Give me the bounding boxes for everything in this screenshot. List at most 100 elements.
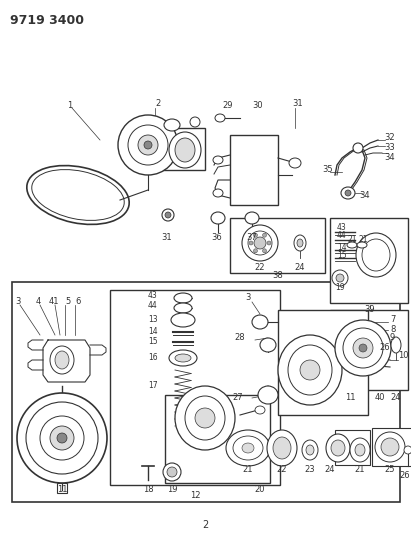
Text: 22: 22 <box>277 465 287 474</box>
Ellipse shape <box>391 337 401 353</box>
Ellipse shape <box>297 239 303 247</box>
Ellipse shape <box>169 350 197 366</box>
Ellipse shape <box>326 434 350 462</box>
Text: 23: 23 <box>305 465 315 474</box>
Ellipse shape <box>195 408 215 428</box>
Text: 33: 33 <box>385 142 395 151</box>
Ellipse shape <box>359 344 367 352</box>
Text: 22: 22 <box>255 263 265 272</box>
Text: 28: 28 <box>235 334 245 343</box>
Text: 41: 41 <box>49 297 59 306</box>
Ellipse shape <box>215 114 225 122</box>
Text: 21: 21 <box>347 236 357 245</box>
Ellipse shape <box>175 354 191 362</box>
Ellipse shape <box>332 270 348 286</box>
Ellipse shape <box>55 351 69 369</box>
Text: 10: 10 <box>398 351 409 359</box>
Ellipse shape <box>260 338 276 352</box>
Text: 31: 31 <box>162 233 172 243</box>
Text: 2: 2 <box>155 99 161 108</box>
Ellipse shape <box>50 426 74 450</box>
Bar <box>335 430 370 465</box>
Text: 27: 27 <box>233 393 243 402</box>
Ellipse shape <box>347 242 357 248</box>
Text: 34: 34 <box>360 190 370 199</box>
Text: 37: 37 <box>247 233 257 243</box>
Ellipse shape <box>169 132 201 168</box>
Text: 26: 26 <box>399 471 410 480</box>
Bar <box>372 428 411 466</box>
Text: 6: 6 <box>75 297 81 306</box>
Ellipse shape <box>254 249 258 253</box>
Ellipse shape <box>254 237 266 249</box>
Ellipse shape <box>355 444 365 456</box>
Text: 18: 18 <box>143 486 153 495</box>
Ellipse shape <box>26 402 98 474</box>
Ellipse shape <box>345 190 351 196</box>
Ellipse shape <box>353 143 363 153</box>
Ellipse shape <box>211 212 225 224</box>
Text: 16: 16 <box>148 353 158 362</box>
Text: 32: 32 <box>385 133 395 141</box>
Text: 14: 14 <box>337 244 346 253</box>
Text: 5: 5 <box>65 297 71 306</box>
Text: 43: 43 <box>337 223 347 232</box>
Bar <box>330 310 408 390</box>
Ellipse shape <box>163 463 181 481</box>
Ellipse shape <box>32 169 124 221</box>
Text: 15: 15 <box>148 337 158 346</box>
Ellipse shape <box>242 443 254 453</box>
Ellipse shape <box>381 438 399 456</box>
Ellipse shape <box>174 293 192 303</box>
Ellipse shape <box>273 437 291 459</box>
Ellipse shape <box>263 249 266 253</box>
Ellipse shape <box>175 138 195 162</box>
Ellipse shape <box>254 233 258 237</box>
Ellipse shape <box>336 274 344 282</box>
Ellipse shape <box>255 406 265 414</box>
Text: 24: 24 <box>325 465 335 474</box>
Text: 30: 30 <box>253 101 263 109</box>
Ellipse shape <box>118 115 178 175</box>
Ellipse shape <box>57 433 67 443</box>
Ellipse shape <box>331 440 345 456</box>
Text: 14: 14 <box>148 327 158 336</box>
Text: 31: 31 <box>293 99 303 108</box>
Text: 13: 13 <box>148 316 158 325</box>
Ellipse shape <box>27 166 129 224</box>
Ellipse shape <box>258 386 278 404</box>
Bar <box>165 395 270 483</box>
Ellipse shape <box>267 430 297 466</box>
Ellipse shape <box>138 135 158 155</box>
Ellipse shape <box>50 346 74 374</box>
Ellipse shape <box>213 189 223 197</box>
Ellipse shape <box>174 303 192 313</box>
Text: 2: 2 <box>202 520 208 530</box>
Text: 11: 11 <box>345 393 355 402</box>
Ellipse shape <box>300 360 320 380</box>
Text: 19: 19 <box>335 284 345 293</box>
Bar <box>57 483 67 493</box>
Ellipse shape <box>356 233 396 277</box>
Ellipse shape <box>278 335 342 405</box>
Ellipse shape <box>294 235 306 251</box>
Text: 19: 19 <box>167 486 177 495</box>
Text: 44: 44 <box>148 301 158 310</box>
Ellipse shape <box>263 233 266 237</box>
Ellipse shape <box>164 119 180 131</box>
Ellipse shape <box>185 396 225 440</box>
Text: 26: 26 <box>380 343 390 352</box>
Text: 34: 34 <box>385 152 395 161</box>
Bar <box>12 282 400 502</box>
Text: 17: 17 <box>148 381 158 390</box>
Ellipse shape <box>128 125 168 165</box>
Bar <box>278 310 368 415</box>
Ellipse shape <box>267 241 271 245</box>
Ellipse shape <box>171 313 195 327</box>
Text: 24: 24 <box>295 263 305 272</box>
Ellipse shape <box>353 338 373 358</box>
Ellipse shape <box>175 386 235 450</box>
Ellipse shape <box>306 445 314 455</box>
Ellipse shape <box>233 436 263 460</box>
Ellipse shape <box>213 156 223 164</box>
